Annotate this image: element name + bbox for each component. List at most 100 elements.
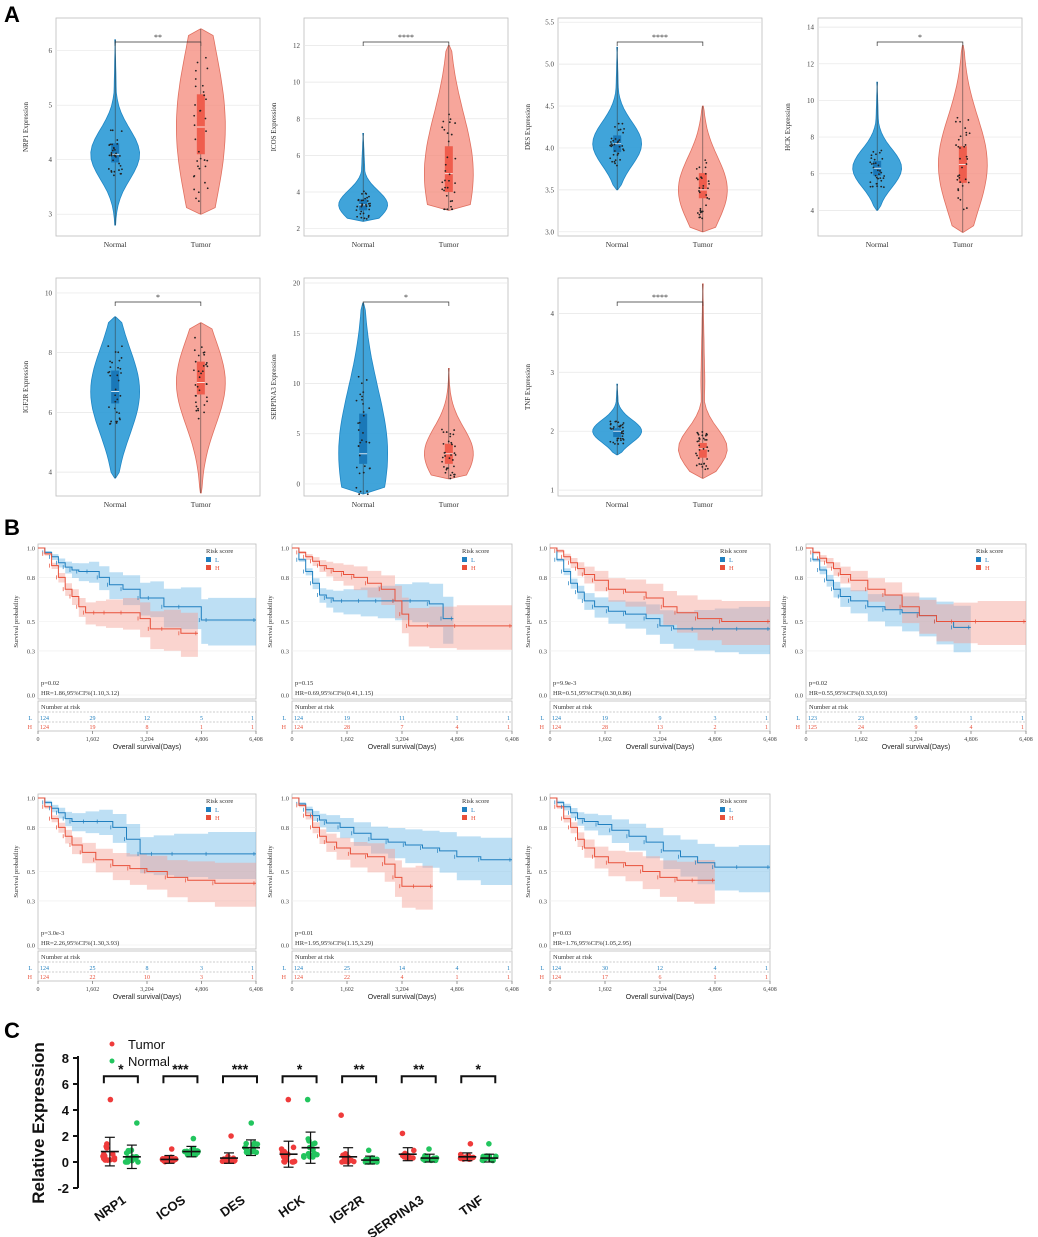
- legend-title: Risk score: [206, 798, 233, 805]
- x-tick-label-normal: Normal: [104, 500, 127, 509]
- risk-count-low: 1: [251, 716, 254, 722]
- y-tick-label: 0.5: [539, 619, 547, 626]
- violin-chart-icos: 2 4 6 8 10 12 ICOS Expression Normal Tumor ****: [270, 17, 509, 249]
- data-point-normal: [621, 435, 624, 438]
- data-point-normal: [872, 162, 875, 165]
- x-axis-label: Overall survival(Days): [113, 994, 181, 1001]
- data-point-normal: [360, 205, 363, 208]
- data-point-tumor: [450, 205, 452, 208]
- data-point-normal: [108, 154, 111, 157]
- x-tick-label: 1,602: [598, 737, 612, 743]
- data-point-normal: [616, 439, 619, 442]
- data-point-tumor: [197, 200, 200, 203]
- data-point-tumor: [706, 467, 709, 470]
- risk-count-low: 124: [552, 966, 561, 972]
- x-tick-label: NRP1: [92, 1192, 129, 1224]
- data-point-normal: [109, 360, 111, 363]
- data-point-normal: [368, 407, 371, 410]
- data-point-tumor: [698, 448, 701, 451]
- p-value-label: p=0.02: [809, 680, 827, 687]
- risk-row-label-low: L: [28, 716, 32, 722]
- significance-label: **: [154, 33, 162, 42]
- data-point-normal: [614, 159, 617, 162]
- hazard-ratio-label: HR=1.95,95%CI%(1.15,3.29): [295, 940, 373, 947]
- data-point-tumor: [697, 440, 700, 442]
- violin-chart-igf2r: 4 6 8 10 IGF2R Expression Normal Tumor *: [22, 277, 261, 509]
- data-point-normal: [876, 182, 878, 185]
- data-point-tumor: [956, 178, 959, 181]
- x-tick-label-tumor: Tumor: [191, 240, 212, 249]
- y-axis-label: Survival probability: [13, 845, 20, 898]
- data-point-normal: [368, 195, 370, 198]
- data-point-tumor: [702, 448, 705, 450]
- data-point-normal: [248, 1120, 255, 1126]
- data-point-normal: [621, 430, 623, 433]
- y-tick-label: 0.8: [539, 825, 547, 832]
- data-point-tumor: [197, 409, 200, 412]
- data-point-tumor: [198, 389, 201, 392]
- data-point-normal: [111, 149, 114, 152]
- data-point-normal: [360, 382, 363, 385]
- data-point-tumor: [203, 353, 206, 356]
- x-tick-label: 6,408: [763, 987, 777, 993]
- data-point-tumor: [704, 166, 707, 169]
- data-point-normal: [615, 420, 618, 423]
- y-axis-label: ICOS Expression: [270, 102, 278, 151]
- data-point-tumor: [194, 104, 196, 106]
- data-point-tumor: [698, 438, 701, 440]
- data-point-tumor: [206, 159, 209, 162]
- data-point-normal: [356, 205, 359, 208]
- x-tick-label: IGF2R: [327, 1192, 367, 1227]
- data-point-tumor: [194, 336, 196, 339]
- data-point-tumor: [451, 459, 454, 461]
- data-point-normal: [112, 146, 115, 149]
- y-tick-label: 4: [551, 310, 555, 318]
- data-point-tumor: [205, 396, 208, 399]
- legend-swatch-high: [720, 565, 725, 570]
- ci-band-high: [38, 548, 198, 659]
- data-point-tumor: [963, 145, 966, 148]
- data-point-tumor: [168, 1146, 175, 1152]
- data-point-normal: [869, 161, 872, 164]
- data-point-normal: [124, 1159, 131, 1165]
- data-point-tumor: [698, 213, 701, 216]
- data-point-tumor: [964, 127, 967, 129]
- data-point-tumor: [448, 113, 450, 116]
- data-point-tumor: [449, 200, 452, 203]
- data-point-normal: [110, 170, 113, 172]
- data-point-tumor: [194, 85, 197, 88]
- data-point-normal: [368, 441, 371, 444]
- data-point-normal: [359, 212, 362, 215]
- data-point-tumor: [698, 187, 701, 189]
- data-point-normal: [365, 1147, 372, 1154]
- x-tick-label: 3,204: [395, 737, 409, 743]
- data-point-tumor: [443, 128, 446, 131]
- risk-count-high: 10: [144, 975, 150, 981]
- y-tick-label: 4: [49, 469, 53, 477]
- risk-count-high: 1: [714, 975, 717, 981]
- data-point-tumor: [201, 84, 204, 87]
- significance-label: ****: [652, 293, 668, 302]
- data-point-tumor: [445, 468, 448, 471]
- risk-count-high: 1: [507, 725, 510, 731]
- data-point-normal: [621, 423, 624, 426]
- y-tick-label: 1.0: [281, 796, 289, 803]
- data-point-normal: [107, 345, 110, 347]
- data-point-normal: [366, 490, 368, 492]
- data-point-tumor: [443, 208, 446, 211]
- legend-label-low: L: [985, 557, 989, 564]
- data-point-tumor: [193, 124, 196, 127]
- y-tick-label: 5: [297, 430, 301, 438]
- data-point-tumor: [449, 477, 452, 480]
- data-point-tumor: [967, 181, 970, 184]
- x-tick-label-tumor: Tumor: [191, 500, 212, 509]
- significance-label: *: [156, 293, 160, 302]
- significance-bracket: [341, 1075, 378, 1084]
- x-tick-label: 4,806: [708, 987, 722, 993]
- x-tick-label: 0: [549, 737, 552, 743]
- risk-count-low: 12: [144, 716, 150, 722]
- data-point-normal: [362, 391, 365, 394]
- data-point-tumor: [695, 452, 697, 455]
- km-curve-high: [806, 547, 1026, 622]
- hazard-ratio-label: HR=2.26,95%CI%(1.30,3.93): [41, 940, 119, 947]
